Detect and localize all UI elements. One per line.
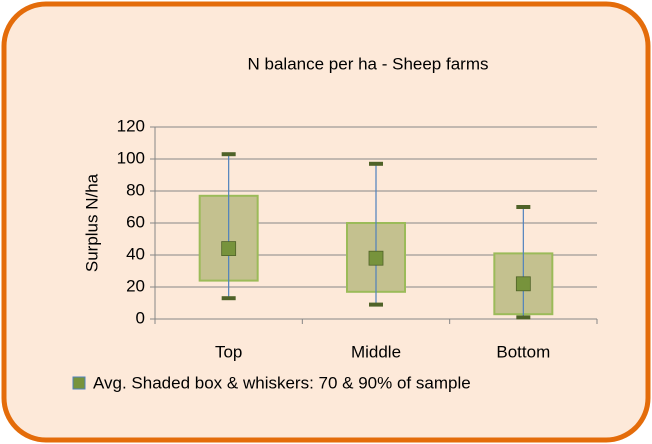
y-tick-label: 60 [126, 212, 145, 231]
y-tick-label: 80 [126, 180, 145, 199]
x-tick-label: Bottom [496, 342, 550, 361]
chart-title: N balance per ha - Sheep farms [248, 54, 489, 73]
avg-marker [221, 241, 237, 257]
y-axis-label: Surplus N/ha [82, 173, 101, 272]
y-tick-label: 100 [117, 148, 145, 167]
x-tick-label: Top [215, 342, 242, 361]
y-tick-label: 0 [136, 308, 145, 327]
y-tick-label: 40 [126, 244, 145, 263]
y-tick-label: 20 [126, 276, 145, 295]
y-tick-label: 120 [117, 116, 145, 135]
x-tick-label: Middle [351, 342, 401, 361]
avg-marker [368, 250, 384, 266]
legend-label: Avg. Shaded box & whiskers: 70 & 90% of … [93, 373, 471, 392]
avg-marker [515, 276, 531, 292]
legend-swatch [72, 376, 86, 390]
